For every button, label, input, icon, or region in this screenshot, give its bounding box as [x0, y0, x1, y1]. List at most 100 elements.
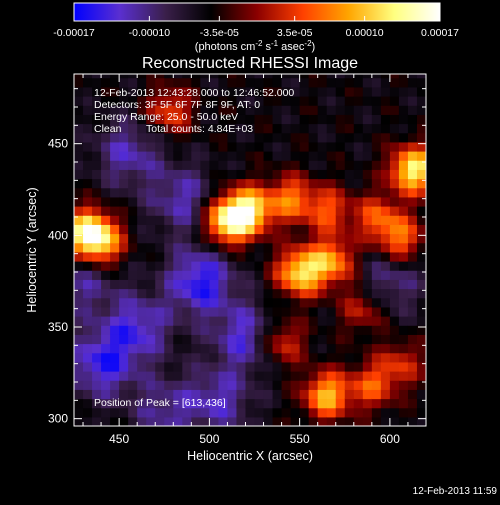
heatmap-cell	[272, 316, 283, 326]
heatmap-cell	[299, 169, 310, 180]
heatmap-cell	[272, 151, 283, 161]
heatmap-cell	[317, 380, 328, 390]
heatmap-cell	[290, 178, 301, 189]
heatmap-cell	[389, 251, 400, 262]
heatmap-cell	[155, 371, 165, 381]
heatmap-cell	[209, 416, 220, 426]
heatmap-cell	[137, 334, 147, 345]
heatmap-cell	[380, 251, 391, 262]
heatmap-cell	[236, 96, 247, 106]
heatmap-cell	[290, 224, 301, 235]
heatmap-cell	[353, 123, 364, 134]
heatmap-cell	[335, 233, 346, 244]
x-axis-label: Heliocentric X (arcsec)	[187, 449, 313, 463]
heatmap-cell	[380, 196, 391, 207]
heatmap-cell	[191, 361, 201, 372]
heatmap-cell	[110, 141, 120, 152]
heatmap-cell	[173, 361, 183, 372]
heatmap-cell	[128, 361, 138, 372]
heatmap-cell	[308, 77, 319, 88]
heatmap-cell	[119, 242, 129, 253]
heatmap-cell	[272, 325, 283, 335]
heatmap-cell	[209, 407, 220, 418]
heatmap-cell	[236, 151, 247, 161]
heatmap-cell	[218, 77, 229, 88]
heatmap-cell	[299, 242, 310, 253]
heatmap-cell	[155, 160, 165, 170]
heatmap-cell	[155, 178, 165, 189]
heatmap-cell	[407, 114, 418, 125]
heatmap-cell	[326, 105, 337, 115]
plot-frame	[73, 73, 427, 427]
heatmap-cell	[335, 224, 346, 235]
heatmap-cell	[362, 178, 373, 189]
heatmap-cell	[254, 306, 265, 317]
heatmap-cell	[389, 270, 400, 280]
heatmap-cell	[101, 77, 111, 88]
heatmap-cell	[272, 242, 283, 253]
heatmap-cell	[164, 206, 174, 216]
heatmap-cell	[83, 398, 93, 409]
heatmap-cell	[407, 316, 418, 326]
heatmap-cell	[308, 132, 319, 143]
heatmap-cell	[254, 261, 265, 271]
heatmap-cell	[137, 352, 147, 363]
heatmap-cell	[272, 361, 283, 372]
heatmap-cell	[398, 297, 409, 308]
heatmap-cell	[308, 306, 319, 317]
heatmap-cell	[227, 224, 238, 235]
heatmap-cell	[389, 151, 400, 161]
heatmap-cell	[146, 233, 156, 244]
heatmap-cell	[110, 371, 120, 381]
heatmap-cell	[281, 261, 292, 271]
heatmap-cell	[398, 123, 409, 134]
heatmap-cell	[218, 334, 229, 345]
heatmap-cell	[389, 105, 400, 115]
heatmap-cell	[209, 105, 220, 115]
heatmap-cell	[182, 206, 192, 216]
heatmap-cell	[407, 233, 418, 244]
heatmap-cell	[380, 270, 391, 280]
heatmap-cell	[326, 169, 337, 180]
heatmap-cell	[200, 132, 210, 143]
heatmap-cell	[263, 105, 274, 115]
heatmap-cell	[398, 371, 409, 381]
heatmap-cell	[371, 74, 382, 79]
heatmap-cell	[281, 132, 292, 143]
heatmap-cell	[83, 371, 93, 381]
heatmap-cell	[119, 251, 129, 262]
x-tick-label: 600	[380, 432, 400, 446]
heatmap-cell	[92, 141, 102, 152]
heatmap-cell	[119, 398, 129, 409]
heatmap-cell	[290, 242, 301, 253]
heatmap-cell	[353, 334, 364, 345]
heatmap-cell	[146, 178, 156, 189]
annotation-clean: Clean	[94, 123, 122, 135]
heatmap-cell	[227, 105, 238, 115]
heatmap-cell	[362, 416, 373, 426]
heatmap-cell	[299, 316, 310, 326]
heatmap-cell	[263, 343, 274, 354]
heatmap-cell	[371, 297, 382, 308]
heatmap-cell	[272, 261, 283, 271]
heatmap-cell	[245, 132, 256, 143]
heatmap-cell	[290, 77, 301, 88]
heatmap-cell	[92, 196, 102, 207]
heatmap-cell	[218, 288, 229, 299]
heatmap-cell	[236, 196, 247, 207]
heatmap-cell	[407, 96, 418, 106]
heatmap-cell	[137, 114, 147, 125]
heatmap-cell	[335, 279, 346, 290]
heatmap-cell	[209, 132, 220, 143]
heatmap-cell	[407, 242, 418, 253]
heatmap-cell	[146, 123, 156, 134]
heatmap-cell	[389, 261, 400, 271]
heatmap-cell	[101, 325, 111, 335]
heatmap-cell	[308, 251, 319, 262]
heatmap-cell	[380, 380, 391, 390]
heatmap-cell	[119, 169, 129, 180]
heatmap-cell	[326, 398, 337, 409]
heatmap-cell	[119, 316, 129, 326]
heatmap-cell	[371, 169, 382, 180]
heatmap-cell	[218, 389, 229, 400]
